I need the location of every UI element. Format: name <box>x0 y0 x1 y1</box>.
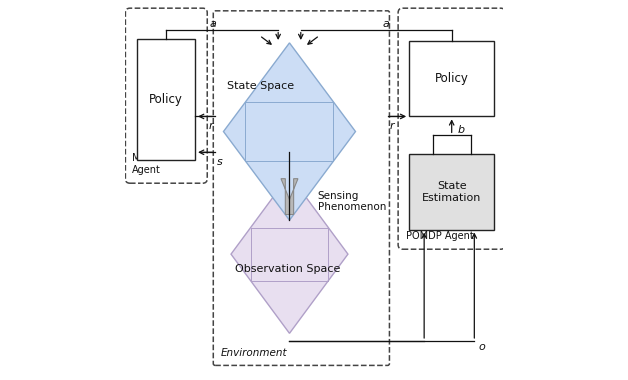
Text: State
Estimation: State Estimation <box>422 181 482 203</box>
FancyBboxPatch shape <box>137 39 195 160</box>
FancyBboxPatch shape <box>409 154 494 230</box>
Polygon shape <box>231 175 348 333</box>
Text: r: r <box>208 121 214 131</box>
Polygon shape <box>224 43 355 220</box>
Text: Environment: Environment <box>221 348 288 358</box>
Text: b: b <box>457 125 465 135</box>
Polygon shape <box>281 179 298 215</box>
Text: Sensing
Phenomenon: Sensing Phenomenon <box>318 190 386 212</box>
FancyBboxPatch shape <box>409 41 494 116</box>
Text: s: s <box>217 157 223 167</box>
Text: Observation Space: Observation Space <box>235 264 340 274</box>
Text: POMDP Agent: POMDP Agent <box>406 231 474 241</box>
Text: Policy: Policy <box>149 93 183 106</box>
Text: o: o <box>478 342 485 352</box>
Text: Policy: Policy <box>435 72 468 85</box>
Text: r: r <box>389 121 394 131</box>
Text: State Space: State Space <box>227 81 295 91</box>
Text: MDP
Agent: MDP Agent <box>132 153 161 175</box>
Text: a: a <box>209 19 216 29</box>
Text: a: a <box>382 19 389 29</box>
